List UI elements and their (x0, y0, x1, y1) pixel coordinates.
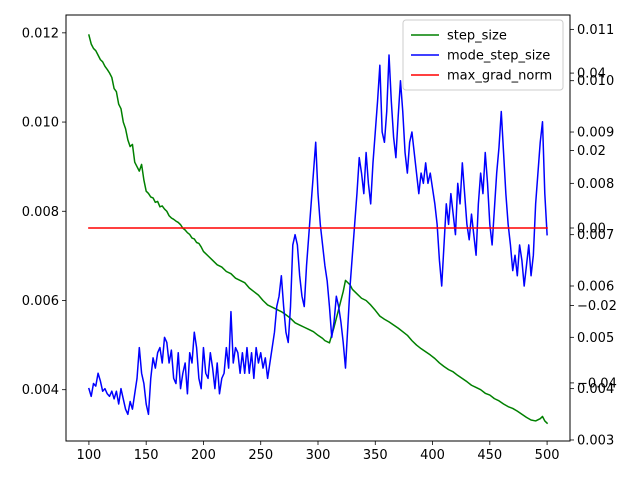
right-mode-y-tick-label: 0.005 (577, 331, 614, 346)
axes-layer: 100 150 200 250 300 350 400 450 500 0.004 0.006 0.0… (22, 14, 617, 463)
legend-label-max-grad-norm: max_grad_norm (447, 69, 552, 84)
x-tick-label: 400 (420, 448, 445, 463)
x-tick-label: 250 (248, 448, 273, 463)
right-mode-y-tick-label: 0.011 (577, 23, 614, 38)
right-mode-y-tick-label: 0.007 (577, 228, 614, 243)
legend-label-mode-step-size: mode_step_size (447, 49, 550, 64)
right-mode-y-tick-label: 0.003 (577, 433, 614, 448)
right-mode-y-tick-label: 0.010 (577, 74, 614, 89)
series-line-mode-step-size (87, 54, 548, 416)
series-layer (87, 34, 549, 425)
x-tick-label: 100 (76, 448, 101, 463)
left-y-tick-label: 0.006 (22, 294, 59, 309)
x-tick-label: 350 (363, 448, 388, 463)
x-tick-label: 450 (477, 448, 502, 463)
legend-label-step-size: step_size (447, 29, 507, 44)
left-y-tick-label: 0.004 (22, 383, 59, 398)
x-tick-label: 150 (134, 448, 159, 463)
right-grad-y-tick-label: −0.04 (577, 376, 617, 391)
right-mode-y-tick-label: 0.006 (577, 279, 614, 294)
right-grad-y-tick-label: 0.00 (577, 222, 606, 237)
right-grad-y-tick-label: 0.02 (577, 144, 606, 159)
right-mode-y-tick-label: 0.008 (577, 177, 614, 192)
x-tick-label: 200 (191, 448, 216, 463)
left-y-tick-label: 0.012 (22, 26, 59, 41)
legend-box (402, 19, 564, 91)
right-grad-y-tick-label: −0.02 (577, 299, 617, 314)
x-tick-label: 300 (306, 448, 331, 463)
series-line-step-size (87, 34, 549, 425)
right-grad-y-tick-label: 0.04 (577, 67, 606, 82)
right-mode-y-tick-label: 0.004 (577, 382, 614, 397)
x-tick-label: 500 (535, 448, 560, 463)
left-y-tick-label: 0.010 (22, 116, 59, 131)
legend: step_size mode_step_size max_grad_norm (402, 19, 564, 91)
right-mode-y-tick-label: 0.009 (577, 126, 614, 141)
left-y-tick-label: 0.008 (22, 205, 59, 220)
